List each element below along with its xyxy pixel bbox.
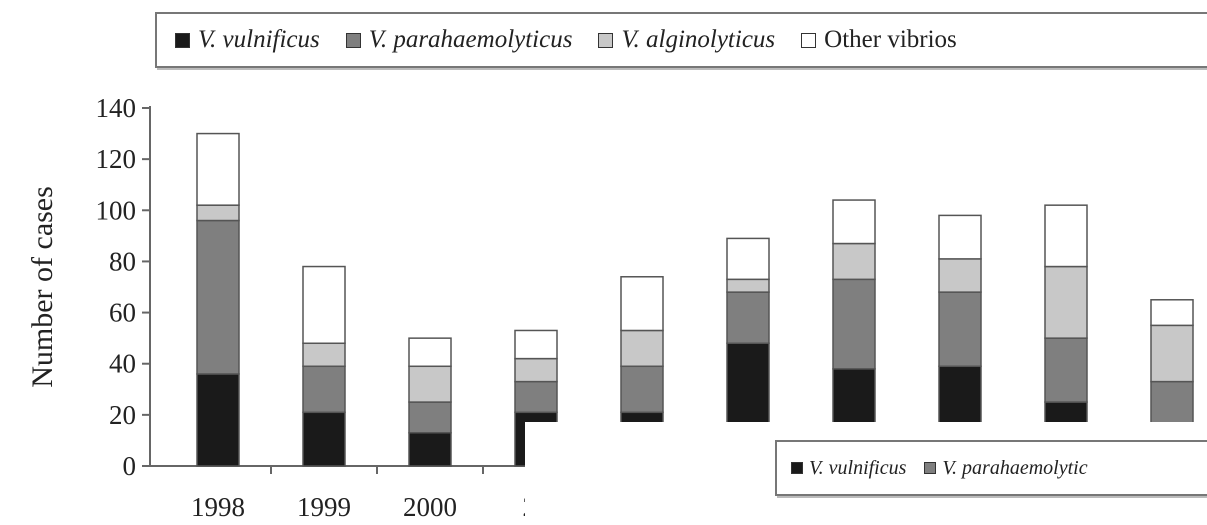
bar-segment-1 <box>938 291 982 368</box>
legend-swatch-other-vibrios <box>801 32 817 48</box>
bar-segment-2 <box>620 329 664 368</box>
bar-segment-3 <box>196 132 240 206</box>
bar-segment-3 <box>408 337 452 368</box>
legend2-item-vulnificus: V. vulnificus <box>791 457 906 480</box>
bar-segment-2 <box>408 365 452 403</box>
y-tick-label: 0 <box>123 451 137 481</box>
bar-segment-1 <box>620 365 664 414</box>
legend-swatch-vulnificus <box>175 32 190 48</box>
bar-segment-3 <box>514 329 558 360</box>
bar-segment-3 <box>726 237 770 281</box>
bar-segment-3 <box>1150 299 1194 327</box>
x-tick-label: 1998 <box>191 492 245 522</box>
y-axis-title: Number of cases <box>26 186 59 388</box>
secondary-legend: V. vulnificus V. parahaemolytic <box>775 440 1207 496</box>
bar-segment-2 <box>302 342 346 368</box>
y-tick-label: 140 <box>96 93 137 123</box>
legend-swatch-parahaemolyticus <box>345 32 361 48</box>
legend-item-other-vibrios: Other vibrios <box>801 26 957 54</box>
chart-legend: V. vulnificus V. parahaemolyticus V. alg… <box>155 12 1207 68</box>
bar-segment-2 <box>1150 324 1194 383</box>
bar-segment-1 <box>832 278 876 370</box>
y-tick-label: 60 <box>109 298 136 328</box>
legend-label-parahaemolyticus: V. parahaemolyticus <box>368 26 573 53</box>
y-tick-label: 20 <box>109 400 136 430</box>
bar-segment-1 <box>1044 337 1088 403</box>
bar-segment-2 <box>514 357 558 383</box>
legend2-label-vulnificus: V. vulnificus <box>809 456 907 479</box>
bar-segment-0 <box>408 432 452 467</box>
y-tick-label: 100 <box>96 195 137 225</box>
bar-segment-1 <box>196 219 240 375</box>
x-tick-label: 2000 <box>403 492 457 522</box>
bar-segment-2 <box>196 204 240 222</box>
legend2-label-parahaemolyticus: V. parahaemolytic <box>942 456 1088 479</box>
bar-segment-2 <box>1044 265 1088 339</box>
legend2-item-parahaemolyticus: V. parahaemolytic <box>924 456 1088 480</box>
bar-segment-3 <box>832 199 876 245</box>
x-tick-label: 1999 <box>297 492 351 522</box>
bar-segment-0 <box>302 411 346 467</box>
legend-item-alginolyticus: V. alginolyticus <box>598 26 775 54</box>
bar-segment-3 <box>302 265 346 345</box>
legend-swatch-alginolyticus <box>598 32 614 48</box>
legend-label-alginolyticus: V. alginolyticus <box>621 26 776 53</box>
bar-segment-2 <box>832 242 876 281</box>
legend-item-parahaemolyticus: V. parahaemolyticus <box>345 26 573 54</box>
legend2-swatch-vulnificus <box>791 462 803 474</box>
y-tick-label: 80 <box>109 246 136 276</box>
legend-label-other-vibrios: Other vibrios <box>824 26 957 53</box>
bar-segment-3 <box>938 214 982 260</box>
y-tick-label: 40 <box>109 349 136 379</box>
bar-segment-2 <box>726 278 770 293</box>
legend2-swatch-parahaemolyticus <box>924 462 937 474</box>
bar-segment-3 <box>1044 204 1088 268</box>
bar-segment-1 <box>726 291 770 345</box>
bar-segment-1 <box>514 380 558 414</box>
bar-segment-3 <box>620 276 664 332</box>
bar-segment-1 <box>408 401 452 434</box>
y-tick-label: 120 <box>96 144 137 174</box>
legend-item-vulnificus: V. vulnificus <box>175 26 320 54</box>
legend-label-vulnificus: V. vulnificus <box>198 26 320 53</box>
bar-segment-1 <box>302 365 346 414</box>
bar-segment-0 <box>196 373 240 467</box>
bar-segment-2 <box>938 258 982 293</box>
